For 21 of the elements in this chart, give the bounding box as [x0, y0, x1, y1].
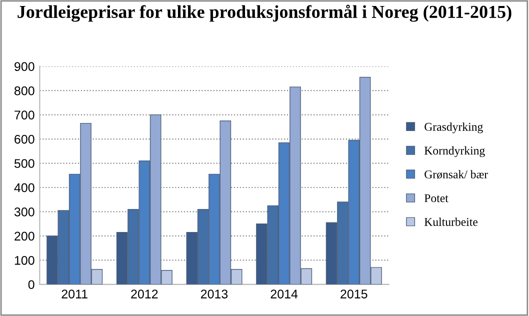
x-tick-label: 2013 [200, 290, 228, 298]
x-tick-label: 2014 [270, 290, 298, 298]
x-tick-label: 2012 [131, 290, 158, 298]
x-tick-label: 2011 [62, 290, 88, 298]
legend-label: Korndyrking [424, 146, 485, 158]
y-tick-label: 700 [14, 110, 34, 120]
chart-title: Jordleigeprisar for ulike produksjonsformål i Noreg (2011-2015) [18, 4, 512, 22]
y-tick-label: 500 [14, 159, 34, 168]
y-tick-label: 400 [14, 183, 34, 192]
legend-label: Kulturbeite [424, 218, 478, 226]
y-tick-label: 900 [14, 62, 34, 72]
legend-label: Potet [424, 194, 448, 202]
legend-label: Grønsak/ bær [424, 170, 488, 179]
y-tick-label: 0 [28, 280, 34, 290]
y-tick-label: 200 [14, 232, 34, 241]
y-tick-label: 300 [14, 208, 34, 216]
x-tick-label: 2015 [340, 290, 368, 298]
y-tick-label: 600 [14, 134, 34, 144]
legend-label: Grasdyrking [424, 122, 483, 134]
y-tick-label: 800 [14, 86, 34, 96]
y-tick-label: 100 [14, 256, 34, 265]
